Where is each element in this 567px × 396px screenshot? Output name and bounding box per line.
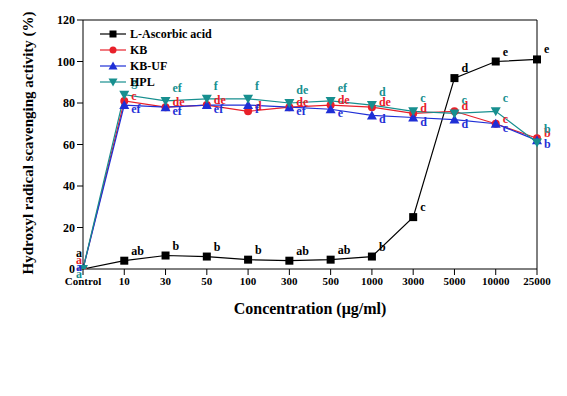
- svg-text:f: f: [255, 102, 260, 116]
- svg-text:30: 30: [160, 275, 172, 287]
- svg-text:d: d: [461, 61, 468, 75]
- svg-text:ef: ef: [214, 102, 224, 116]
- svg-text:ef: ef: [173, 81, 183, 95]
- svg-text:c: c: [503, 91, 509, 105]
- svg-text:100: 100: [57, 55, 75, 69]
- svg-text:Control: Control: [65, 275, 101, 287]
- svg-text:ef: ef: [173, 104, 183, 118]
- svg-text:d: d: [379, 112, 386, 126]
- svg-text:c: c: [461, 93, 467, 107]
- svg-text:5000: 5000: [443, 275, 466, 287]
- svg-text:0: 0: [69, 262, 75, 276]
- svg-text:50: 50: [201, 275, 213, 287]
- svg-text:c: c: [420, 91, 426, 105]
- svg-text:ef: ef: [338, 81, 348, 95]
- svg-text:c: c: [131, 89, 137, 103]
- svg-text:ef: ef: [131, 102, 141, 116]
- svg-text:b: b: [255, 243, 262, 257]
- svg-text:100: 100: [240, 275, 257, 287]
- svg-text:3000: 3000: [402, 275, 425, 287]
- svg-text:e: e: [503, 45, 509, 59]
- svg-text:e: e: [338, 106, 344, 120]
- svg-text:40: 40: [63, 179, 75, 193]
- svg-text:ef: ef: [296, 104, 306, 118]
- svg-text:Hydroxyl radical scavenging ac: Hydroxyl radical scavenging activity (%): [20, 11, 37, 274]
- svg-text:10000: 10000: [482, 275, 510, 287]
- svg-text:20: 20: [63, 221, 75, 235]
- svg-text:300: 300: [281, 275, 298, 287]
- svg-text:ab: ab: [338, 243, 351, 257]
- svg-text:d: d: [379, 85, 386, 99]
- svg-text:80: 80: [63, 96, 75, 110]
- svg-text:f: f: [214, 79, 219, 93]
- svg-text:b: b: [214, 240, 221, 254]
- svg-text:c: c: [503, 121, 509, 135]
- svg-text:Concentration (μg/ml): Concentration (μg/ml): [234, 300, 387, 318]
- svg-text:b: b: [379, 240, 386, 254]
- svg-text:e: e: [544, 42, 550, 56]
- svg-text:b: b: [544, 122, 551, 136]
- svg-text:a: a: [76, 267, 82, 281]
- svg-text:b: b: [544, 137, 551, 151]
- svg-text:25000: 25000: [523, 275, 551, 287]
- svg-text:ab: ab: [131, 244, 144, 258]
- svg-text:1000: 1000: [361, 275, 384, 287]
- svg-text:c: c: [420, 200, 426, 214]
- svg-text:d: d: [461, 117, 468, 131]
- svg-text:f: f: [255, 79, 260, 93]
- svg-text:de: de: [338, 93, 351, 107]
- svg-text:60: 60: [63, 138, 75, 152]
- svg-text:b: b: [173, 239, 180, 253]
- svg-text:10: 10: [119, 275, 131, 287]
- svg-text:de: de: [296, 83, 309, 97]
- svg-text:120: 120: [57, 13, 75, 27]
- svg-text:ab: ab: [296, 244, 309, 258]
- svg-text:g: g: [131, 75, 137, 89]
- svg-text:d: d: [420, 115, 427, 129]
- svg-text:500: 500: [322, 275, 339, 287]
